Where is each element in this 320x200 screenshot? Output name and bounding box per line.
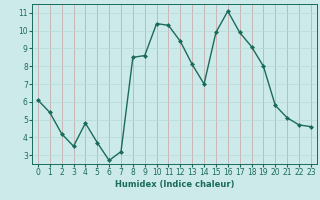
X-axis label: Humidex (Indice chaleur): Humidex (Indice chaleur) (115, 180, 234, 189)
